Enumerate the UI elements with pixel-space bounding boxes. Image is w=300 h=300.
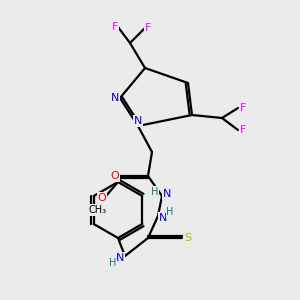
- Text: F: F: [240, 125, 246, 135]
- Text: CH₃: CH₃: [89, 205, 107, 215]
- Text: S: S: [184, 233, 192, 243]
- Text: H: H: [151, 187, 159, 197]
- Text: N: N: [134, 116, 142, 126]
- Text: O: O: [98, 193, 106, 203]
- Text: H: H: [109, 258, 117, 268]
- Text: F: F: [112, 22, 118, 32]
- Text: O: O: [111, 171, 119, 181]
- Text: N: N: [163, 189, 171, 199]
- Text: H: H: [166, 207, 174, 217]
- Text: N: N: [116, 253, 124, 263]
- Text: N: N: [111, 93, 119, 103]
- Text: F: F: [240, 103, 246, 113]
- Text: F: F: [145, 23, 151, 33]
- Text: N: N: [159, 213, 167, 223]
